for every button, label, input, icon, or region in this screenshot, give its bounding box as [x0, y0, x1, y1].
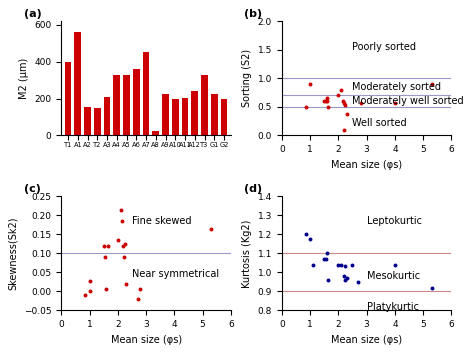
Point	[335, 262, 342, 268]
Bar	[182, 97, 189, 135]
Point	[320, 256, 328, 262]
Point	[137, 287, 144, 292]
Point	[340, 100, 348, 106]
Bar	[94, 108, 101, 135]
Bar	[153, 131, 159, 135]
Bar	[201, 74, 208, 135]
Point	[343, 275, 351, 281]
Point	[122, 281, 130, 287]
Point	[322, 98, 329, 104]
Point	[104, 243, 112, 249]
Bar	[162, 94, 169, 135]
Point	[341, 277, 348, 283]
Point	[306, 236, 314, 242]
Point	[322, 256, 329, 262]
Point	[339, 98, 346, 104]
Text: Near symmetrical: Near symmetrical	[132, 269, 219, 279]
Y-axis label: M2 (μm): M2 (μm)	[18, 58, 29, 99]
Point	[114, 237, 122, 243]
Point	[306, 81, 314, 87]
Point	[342, 102, 349, 108]
Text: Poorly sorted: Poorly sorted	[353, 42, 417, 52]
Point	[207, 226, 215, 232]
Point	[119, 243, 127, 249]
Bar	[74, 32, 81, 135]
Text: (c): (c)	[24, 184, 41, 194]
Point	[340, 273, 348, 279]
Point	[121, 241, 128, 247]
Y-axis label: Skewness(Sk2): Skewness(Sk2)	[9, 217, 18, 290]
Point	[342, 263, 349, 269]
Text: Well sorted: Well sorted	[353, 118, 407, 128]
Point	[100, 243, 108, 249]
Bar	[211, 94, 218, 135]
Point	[335, 92, 342, 98]
Point	[349, 262, 356, 268]
Point	[343, 111, 351, 116]
Text: Moderately sorted: Moderately sorted	[353, 82, 441, 92]
Bar	[191, 91, 198, 135]
Point	[82, 292, 89, 298]
Text: (a): (a)	[24, 9, 42, 19]
Y-axis label: Kurtosis (Kg2): Kurtosis (Kg2)	[242, 219, 252, 288]
Text: Fine skewed: Fine skewed	[132, 216, 191, 226]
X-axis label: Mean size (φs): Mean size (φs)	[110, 335, 182, 345]
Point	[325, 277, 332, 283]
Point	[120, 255, 128, 260]
X-axis label: Mean size (φs): Mean size (φs)	[331, 160, 402, 169]
Point	[117, 207, 124, 213]
Point	[323, 98, 331, 104]
Point	[391, 262, 399, 268]
Bar	[123, 74, 130, 135]
Point	[428, 285, 436, 291]
Point	[302, 232, 310, 237]
Text: (b): (b)	[245, 9, 263, 19]
Bar	[221, 98, 228, 135]
Bar	[84, 107, 91, 135]
Point	[337, 262, 345, 268]
Bar	[64, 62, 72, 135]
Point	[323, 95, 331, 101]
Point	[103, 287, 110, 292]
Point	[325, 104, 332, 109]
Text: Moderately well sorted: Moderately well sorted	[353, 96, 464, 106]
Point	[134, 296, 141, 302]
Point	[391, 100, 399, 106]
Point	[340, 127, 348, 132]
Point	[337, 87, 345, 92]
Point	[101, 255, 109, 260]
Point	[323, 251, 331, 256]
Bar	[113, 74, 120, 135]
Point	[357, 100, 365, 106]
Point	[86, 278, 93, 283]
Bar	[133, 69, 140, 135]
Y-axis label: Sorting (S2): Sorting (S2)	[242, 49, 252, 107]
X-axis label: Mean size (φs): Mean size (φs)	[331, 335, 402, 345]
Point	[355, 279, 362, 285]
Point	[320, 98, 328, 104]
Bar	[172, 100, 179, 135]
Point	[309, 262, 317, 268]
Text: Leptokurtic: Leptokurtic	[366, 216, 421, 226]
Point	[302, 104, 310, 109]
Text: (d): (d)	[245, 184, 263, 194]
Text: Mesokurtic: Mesokurtic	[366, 271, 420, 281]
Point	[86, 288, 93, 294]
Point	[118, 218, 126, 224]
Bar	[143, 52, 149, 135]
Text: Platykurtic: Platykurtic	[366, 301, 419, 312]
Bar	[104, 97, 110, 135]
Point	[428, 81, 436, 87]
